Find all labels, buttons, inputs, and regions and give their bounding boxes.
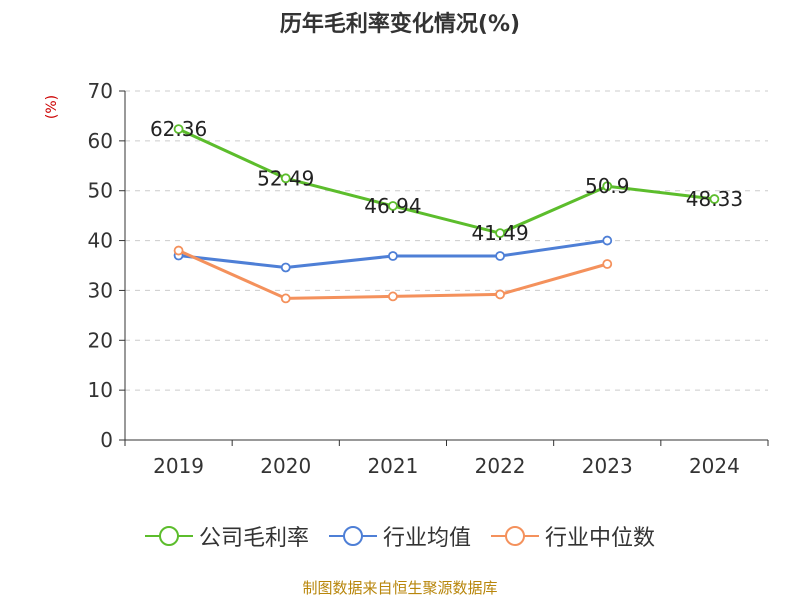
legend-label: 公司毛利率 — [198, 526, 309, 551]
x-tick-label: 2019 — [153, 454, 204, 478]
data-point — [388, 201, 398, 211]
x-tick-label: 2021 — [367, 454, 418, 478]
data-label: 52.49 — [257, 166, 314, 190]
legend-marker-circle — [158, 526, 179, 546]
legend-marker-circle — [505, 526, 525, 546]
y-tick-label: 50 — [88, 179, 113, 203]
y-tick-label: 10 — [88, 378, 113, 402]
source-footer: 制图数据来自恒生聚源数据库 — [302, 579, 498, 597]
data-label: 46.94 — [364, 194, 421, 218]
data-point — [602, 235, 613, 246]
legend-label: 行业均值 — [382, 526, 471, 551]
series-line — [177, 127, 715, 235]
legend-marker — [144, 526, 193, 546]
axes: 0 10 20 30 40 50 60 70 2019 2020 2021 2022 2023 2024 — [88, 79, 769, 478]
data-point — [602, 259, 613, 269]
x-tick-label: 2024 — [689, 454, 740, 478]
data-label: 48.33 — [686, 187, 743, 211]
legend-item[interactable]: 行业均值 — [328, 520, 471, 552]
series-lines — [173, 124, 720, 304]
legend-label: 行业中位数 — [545, 526, 656, 551]
data-point — [495, 289, 505, 300]
data-point — [495, 251, 505, 261]
y-tick-label: 60 — [88, 129, 113, 153]
chart-title: 历年毛利率变化情况(%) — [279, 12, 521, 37]
legend-marker-circle — [342, 526, 363, 546]
data-point — [280, 293, 291, 304]
legend-item[interactable]: 公司毛利率 — [144, 520, 309, 552]
x-tick-label: 2022 — [475, 454, 526, 478]
y-tick-label: 0 — [100, 428, 113, 452]
legend: 公司毛利率 行业均值 行业中位数 — [0, 520, 800, 552]
data-point — [280, 173, 291, 184]
data-point — [173, 124, 184, 134]
data-point — [602, 181, 613, 192]
data-label: 50.9 — [585, 174, 630, 198]
data-point — [709, 194, 720, 204]
data-point — [495, 228, 505, 239]
data-labels: 62.36 52.49 46.94 41.49 50.9 48.33 — [150, 117, 743, 245]
data-label: 62.36 — [150, 117, 207, 141]
y-axis-label: (%) — [44, 94, 60, 120]
data-point — [280, 262, 291, 273]
y-tick-label: 30 — [88, 278, 113, 302]
y-tick-label: 20 — [88, 328, 113, 352]
legend-marker — [491, 526, 539, 546]
data-point — [388, 251, 398, 261]
y-tick-label: 70 — [88, 79, 113, 103]
data-label: 41.49 — [471, 221, 528, 245]
legend-marker — [328, 526, 377, 546]
x-tick-label: 2020 — [260, 454, 311, 478]
x-tick-label: 2023 — [582, 454, 633, 478]
data-point — [173, 245, 184, 256]
legend-item[interactable]: 行业中位数 — [491, 520, 655, 552]
grid-lines — [125, 90, 768, 391]
data-point — [388, 291, 398, 302]
y-tick-label: 40 — [88, 229, 113, 253]
